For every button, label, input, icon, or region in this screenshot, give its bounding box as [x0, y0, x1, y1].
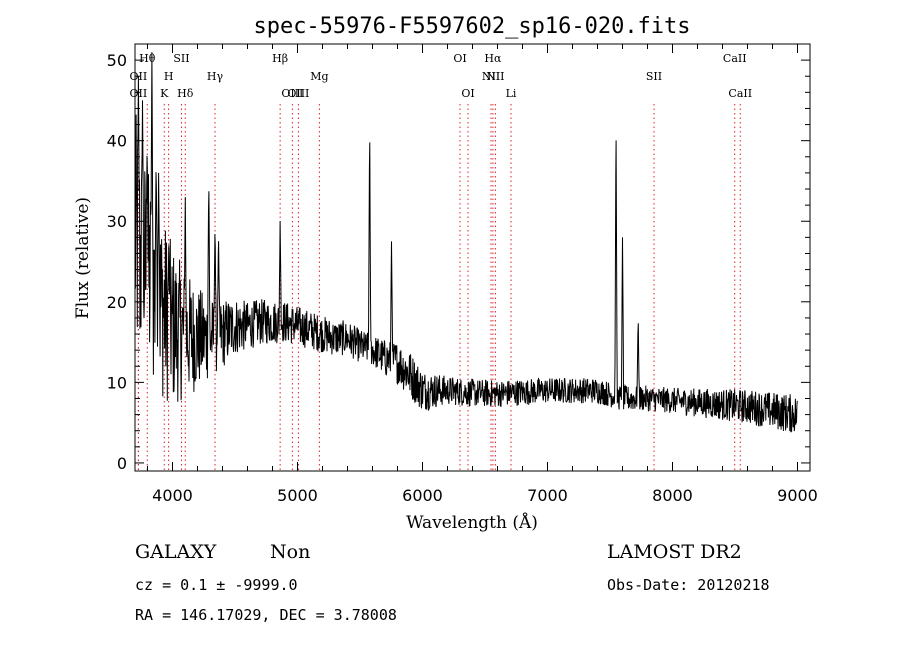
redshift-cz: cz = 0.1 ± -9999.0 — [135, 576, 298, 594]
spectral-line-label: OII — [130, 87, 148, 100]
y-axis-label: Flux (relative) — [73, 197, 93, 319]
spectral-line-label: K — [160, 87, 169, 100]
x-axis-label: Wavelength (Å) — [406, 512, 538, 533]
spectral-line-label: OI — [461, 87, 474, 100]
spectral-line-label: H — [164, 70, 174, 83]
spectral-line-label: Li — [506, 87, 517, 100]
x-tick-label: 6000 — [402, 486, 443, 505]
spectral-line-label: OIII — [287, 87, 309, 100]
y-tick-label: 10 — [107, 373, 127, 392]
spectral-line-label: Hθ — [139, 52, 156, 65]
survey-name: LAMOST DR2 — [607, 541, 742, 563]
x-tick-label: 9000 — [777, 486, 818, 505]
y-tick-label: 30 — [107, 212, 127, 231]
spectrum-line — [134, 52, 798, 433]
object-subclass: Non — [270, 541, 310, 563]
spectral-line-label: SII — [173, 52, 189, 65]
observation-date: Obs-Date: 20120218 — [607, 576, 770, 594]
y-axis: 0 10 20 30 40 50 — [107, 51, 810, 473]
x-tick-label: 8000 — [652, 486, 693, 505]
spectral-line-label: SII — [646, 70, 662, 83]
spectral-line-label: Hα — [484, 52, 502, 65]
x-tick-label: 7000 — [527, 486, 568, 505]
object-class: GALAXY — [135, 541, 217, 563]
y-tick-label: 0 — [117, 454, 127, 473]
x-axis: 4000 5000 6000 7000 8000 9000 — [147, 44, 818, 505]
spectral-line-label: CaII — [728, 87, 752, 100]
spectrum-series — [134, 52, 798, 433]
spectral-line-label: NII — [482, 70, 500, 83]
spectral-line-label: Hγ — [207, 70, 224, 83]
spectral-line-label: Hβ — [272, 52, 288, 65]
spectral-line-label: OII — [130, 70, 148, 83]
y-tick-label: 20 — [107, 293, 127, 312]
chart-title: spec-55976-F5597602_sp16-020.fits — [253, 14, 690, 39]
y-tick-label: 40 — [107, 132, 127, 151]
x-tick-label: 4000 — [152, 486, 193, 505]
spectral-line-label: OI — [453, 52, 466, 65]
spectral-line-label: CaII — [723, 52, 747, 65]
spectral-line-label: Hδ — [177, 87, 194, 100]
ra-dec-coordinates: RA = 146.17029, DEC = 3.78008 — [135, 606, 397, 624]
spectral-line-label: Mg — [310, 70, 328, 83]
x-tick-label: 5000 — [277, 486, 318, 505]
spectral-line-label: NII — [486, 70, 504, 83]
y-tick-label: 50 — [107, 51, 127, 70]
spectral-line-label: OIII — [281, 87, 303, 100]
